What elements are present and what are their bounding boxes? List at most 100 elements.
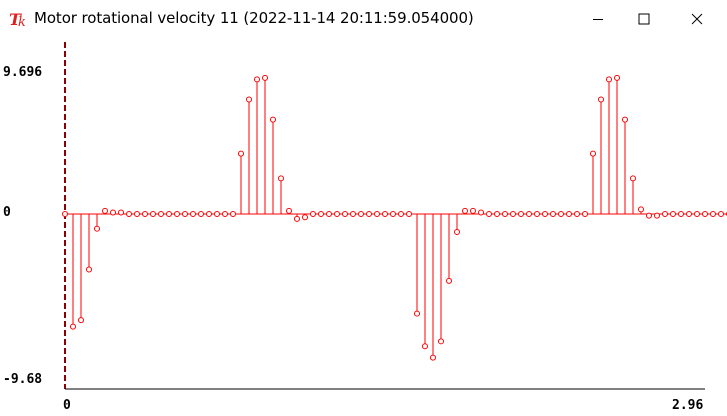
stem-marker xyxy=(134,211,140,217)
stem-marker xyxy=(406,211,412,217)
stem-marker xyxy=(486,211,492,217)
stem-marker xyxy=(166,211,172,217)
y-tick-label-zero: 0 xyxy=(3,205,11,220)
title-bar[interactable]: T k Motor rotational velocity 11 (2022-1… xyxy=(0,0,727,38)
stem-marker xyxy=(350,211,356,217)
stem-marker xyxy=(430,354,436,361)
tk-feather-icon: T k xyxy=(9,10,26,30)
stem-marker xyxy=(422,343,428,350)
stem-marker xyxy=(230,211,236,217)
stem-marker xyxy=(670,211,676,217)
stem-marker xyxy=(438,338,444,345)
stem-marker xyxy=(502,211,508,217)
plot-canvas[interactable]: 9.696 0 -9.68 0 2.96 xyxy=(0,38,727,416)
stem-marker xyxy=(542,211,548,217)
stem-marker xyxy=(102,207,108,214)
stem-marker xyxy=(694,211,700,217)
stem-marker xyxy=(398,211,404,217)
stem-marker xyxy=(638,206,644,213)
stem-marker xyxy=(366,211,372,217)
stem-marker xyxy=(94,225,100,232)
stem-marker xyxy=(550,211,556,217)
stem-marker xyxy=(598,96,604,103)
stem-marker xyxy=(206,211,212,217)
stem-marker xyxy=(110,209,116,216)
minimize-button[interactable] xyxy=(575,0,621,38)
stem-marker xyxy=(574,211,580,217)
close-button[interactable] xyxy=(674,0,720,38)
stem-marker xyxy=(334,211,340,217)
y-tick-label-min: -9.68 xyxy=(3,372,43,387)
stem-marker xyxy=(310,211,316,217)
stem-series xyxy=(62,74,727,361)
stem-marker xyxy=(262,74,268,81)
stem-marker xyxy=(710,211,716,217)
stem-marker xyxy=(318,211,324,217)
stem-marker xyxy=(494,211,500,217)
stem-marker xyxy=(470,207,476,214)
stem-marker xyxy=(190,211,196,217)
stem-marker xyxy=(534,211,540,217)
stem-marker xyxy=(462,207,468,214)
stem-marker xyxy=(286,207,292,214)
stem-marker xyxy=(662,211,668,217)
stem-marker xyxy=(294,215,300,222)
minimize-icon xyxy=(593,19,603,20)
stem-marker xyxy=(718,211,724,217)
stem-marker xyxy=(374,211,380,217)
stem-marker xyxy=(62,211,68,217)
stem-marker xyxy=(558,211,564,217)
stem-marker xyxy=(174,211,180,217)
stem-marker xyxy=(358,211,364,217)
stem-marker xyxy=(678,211,684,217)
stem-marker xyxy=(510,211,516,217)
stem-marker xyxy=(270,116,276,123)
stem-marker xyxy=(78,317,84,324)
stem-marker xyxy=(70,323,76,330)
x-tick-label-start: 0 xyxy=(63,398,71,413)
stem-marker xyxy=(222,211,228,217)
stem-marker xyxy=(646,212,652,219)
stem-marker xyxy=(214,211,220,217)
stem-marker xyxy=(302,214,308,221)
close-icon xyxy=(691,13,703,25)
stem-marker xyxy=(382,211,388,217)
stem-marker xyxy=(390,211,396,217)
maximize-button[interactable] xyxy=(621,0,667,38)
stem-marker xyxy=(198,211,204,217)
stem-marker xyxy=(182,211,188,217)
stem-marker xyxy=(702,211,708,217)
stem-marker xyxy=(254,76,260,83)
stem-marker xyxy=(454,228,460,235)
y-tick-label-max: 9.696 xyxy=(3,65,43,80)
stem-marker xyxy=(686,211,692,217)
stem-marker xyxy=(278,175,284,182)
stem-marker xyxy=(622,116,628,123)
stem-marker xyxy=(126,211,132,217)
stem-marker xyxy=(654,212,660,219)
stem-marker xyxy=(414,310,420,317)
maximize-icon xyxy=(638,13,650,25)
stem-plot xyxy=(62,42,727,390)
stem-marker xyxy=(582,211,588,217)
stem-marker xyxy=(142,211,148,217)
x-tick-label-end: 2.96 xyxy=(672,398,704,413)
stem-marker xyxy=(446,277,452,284)
stem-marker xyxy=(590,150,596,157)
stem-marker xyxy=(478,209,484,216)
stem-marker xyxy=(630,175,636,182)
stem-marker xyxy=(614,74,620,81)
stem-marker xyxy=(246,96,252,103)
window-title: Motor rotational velocity 11 (2022-11-14… xyxy=(34,9,474,27)
stem-marker xyxy=(566,211,572,217)
stem-marker xyxy=(86,266,92,273)
stem-marker xyxy=(518,211,524,217)
svg-text:T: T xyxy=(9,10,22,29)
stem-marker xyxy=(342,211,348,217)
stem-marker xyxy=(158,211,164,217)
stem-marker xyxy=(238,150,244,157)
stem-marker xyxy=(150,211,156,217)
stem-marker xyxy=(526,211,532,217)
stem-marker xyxy=(606,76,612,83)
stem-marker xyxy=(118,209,124,216)
